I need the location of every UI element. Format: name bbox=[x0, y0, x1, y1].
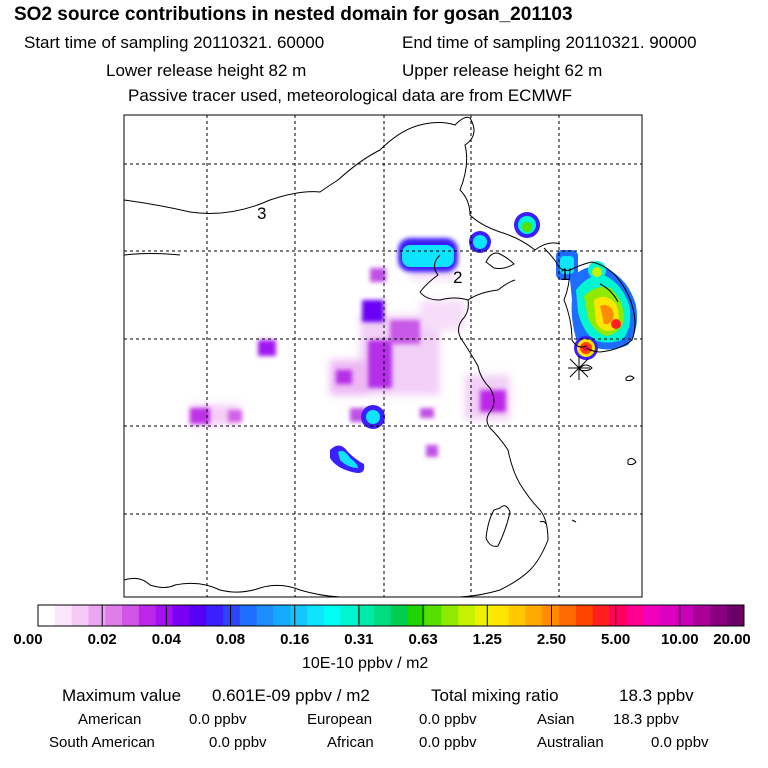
total-mixing-ratio-label: Total mixing ratio bbox=[431, 686, 559, 705]
colorbar-tick-label: 1.25 bbox=[472, 631, 502, 648]
colorbar-swatch bbox=[643, 605, 661, 626]
colorbar-swatch bbox=[290, 605, 308, 626]
lat-lon-grid bbox=[124, 115, 642, 597]
colorbar-swatch bbox=[189, 605, 207, 626]
max-value: 0.601E-09 ppbv / m2 bbox=[212, 686, 370, 705]
colorbar-swatch bbox=[727, 605, 745, 626]
colorbar-swatch bbox=[323, 605, 342, 626]
colorbar-swatch bbox=[626, 605, 644, 626]
region-name: Asian bbox=[537, 711, 575, 728]
colorbar-swatch bbox=[441, 605, 459, 626]
end-time: End time of sampling 20110321. 90000 bbox=[402, 33, 697, 52]
total-mixing-ratio-value: 18.3 ppbv bbox=[619, 686, 694, 705]
colorbar-swatch bbox=[659, 605, 678, 626]
colorbar-swatch bbox=[239, 605, 258, 626]
colorbar-swatch bbox=[155, 605, 173, 626]
colorbar-swatch bbox=[222, 605, 241, 626]
region-name: African bbox=[327, 734, 374, 751]
colorbar-tick-label: 0.63 bbox=[408, 631, 438, 648]
region-value: 0.0 ppbv bbox=[419, 734, 477, 751]
max-value-label: Maximum value bbox=[62, 686, 182, 705]
region-name: Australian bbox=[537, 734, 604, 751]
colorbar-tick-label: 0.02 bbox=[87, 631, 117, 648]
colorbar-swatch bbox=[676, 605, 695, 626]
colorbar-tick-label: 0.00 bbox=[13, 631, 43, 648]
colorbar-swatch bbox=[340, 605, 358, 626]
lower-release-height: Lower release height 82 m bbox=[106, 61, 307, 80]
colorbar-swatch bbox=[592, 605, 611, 626]
region-value: 18.3 ppbv bbox=[613, 711, 679, 728]
coastlines bbox=[123, 116, 637, 598]
colorbar-swatch bbox=[491, 605, 510, 626]
colorbar-swatch bbox=[424, 605, 442, 626]
region-name: American bbox=[78, 711, 142, 728]
colorbar-swatch bbox=[122, 605, 140, 626]
region-label-3: 3 bbox=[257, 204, 266, 223]
region-value: 0.0 ppbv bbox=[189, 711, 247, 728]
colorbar-swatch bbox=[374, 605, 392, 626]
colorbar-swatch bbox=[391, 605, 409, 626]
region-name: European bbox=[307, 711, 373, 728]
colorbar-swatch bbox=[306, 605, 325, 626]
region-value: 0.0 ppbv bbox=[419, 711, 477, 728]
colorbar-tick-label: 2.50 bbox=[536, 631, 567, 648]
concentration-field bbox=[190, 212, 637, 473]
colorbar-swatch bbox=[71, 605, 89, 626]
colorbar-border bbox=[37, 604, 745, 627]
colorbar-swatch bbox=[172, 605, 190, 626]
colorbar-tick-label: 5.00 bbox=[601, 631, 631, 648]
colorbar-unit: 10E-10 ppbv / m2 bbox=[302, 655, 429, 672]
colorbar-swatch bbox=[508, 605, 526, 626]
region-label-1: 1 bbox=[560, 265, 569, 284]
colorbar-swatch bbox=[54, 605, 73, 626]
colorbar-tick-label: 0.08 bbox=[215, 631, 246, 648]
colorbar-swatch bbox=[559, 605, 577, 626]
colorbar bbox=[37, 604, 745, 627]
colorbar-swatch bbox=[525, 605, 543, 626]
colorbar-swatch bbox=[710, 605, 728, 626]
colorbar-swatch bbox=[609, 605, 627, 626]
colorbar-tick-label: 0.04 bbox=[151, 631, 181, 648]
colorbar-swatch bbox=[38, 605, 56, 626]
region-value: 0.0 ppbv bbox=[651, 734, 709, 751]
colorbar-swatch bbox=[475, 605, 493, 626]
region-name: South American bbox=[49, 734, 155, 751]
colorbar-swatch bbox=[256, 605, 274, 626]
colorbar-swatch bbox=[575, 605, 594, 626]
region-label-2: 2 bbox=[453, 268, 462, 287]
colorbar-tick-label: 0.16 bbox=[280, 631, 310, 648]
colorbar-swatch bbox=[138, 605, 157, 626]
colorbar-swatch bbox=[407, 605, 426, 626]
colorbar-swatch bbox=[105, 605, 123, 626]
colorbar-swatch bbox=[458, 605, 476, 626]
colorbar-swatch bbox=[273, 605, 291, 626]
start-time: Start time of sampling 20110321. 60000 bbox=[24, 33, 325, 52]
plot-title: SO2 source contributions in nested domai… bbox=[14, 4, 573, 25]
receptor-star-icon bbox=[568, 356, 590, 380]
upper-release-height: Upper release height 62 m bbox=[402, 61, 603, 80]
colorbar-swatch bbox=[542, 605, 560, 626]
tracer-note: Passive tracer used, meteorological data… bbox=[128, 86, 573, 105]
region-value: 0.0 ppbv bbox=[209, 734, 267, 751]
colorbar-swatch bbox=[206, 605, 224, 626]
colorbar-tick-label: 20.00 bbox=[713, 631, 751, 648]
colorbar-swatch bbox=[693, 605, 711, 626]
colorbar-tick-label: 10.00 bbox=[661, 631, 699, 648]
colorbar-swatch bbox=[357, 605, 375, 626]
colorbar-tick-label: 0.31 bbox=[344, 631, 374, 648]
colorbar-swatch bbox=[88, 605, 106, 626]
